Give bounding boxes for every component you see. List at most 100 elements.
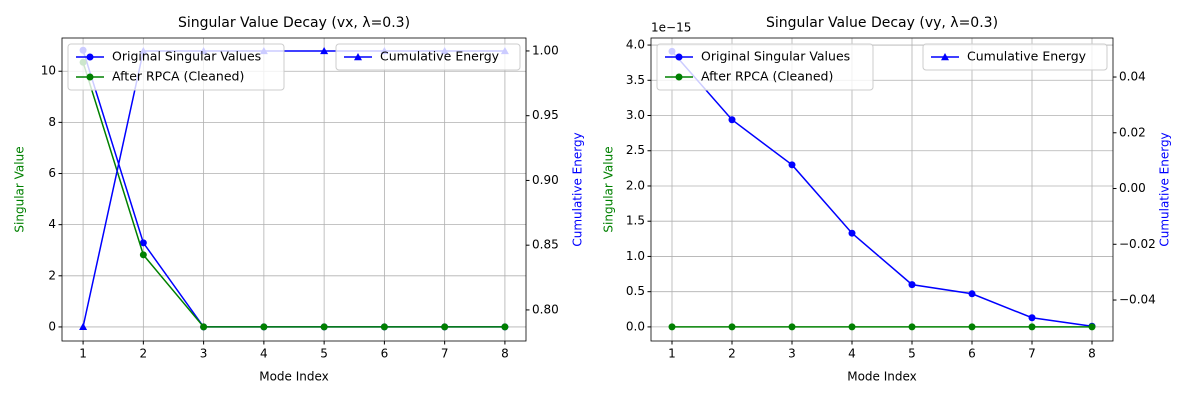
marker [908,323,916,331]
marker [139,239,147,247]
legend-label: After RPCA (Cleaned) [112,69,244,84]
marker [908,281,916,289]
chart-title: Singular Value Decay (vx, λ=0.3) [178,15,410,31]
marker [848,323,856,331]
marker [441,323,449,331]
marker [728,116,736,124]
legend: Cumulative Energy [335,43,521,71]
axes-frame [650,37,1114,342]
marker [788,161,796,169]
y-axis-label: Singular Value [13,146,27,232]
y-tick-label: 2.0 [626,178,645,192]
x-axis-label: Mode Index [259,370,329,384]
legend-box [67,43,285,91]
marker [380,323,388,331]
marker [501,323,509,331]
legend-box [335,43,521,71]
y-tick-label: 0.5 [626,284,645,298]
y-tick-label: 3.0 [626,108,645,122]
y-tick-label: 1.5 [626,214,645,228]
legend-label: Original Singular Values [701,49,850,64]
y2-tick-label: 0.95 [532,108,559,122]
y2-tick-label: 0.02 [1119,125,1146,139]
x-tick-label: 8 [1088,347,1096,361]
marker [86,53,94,61]
y-tick-label: 4 [48,217,56,231]
series-line [671,50,1093,327]
x-tick-label: 5 [908,347,916,361]
legend: Cumulative Energy [922,43,1108,71]
series-line [82,50,505,328]
y-tick-label: 2 [48,268,56,282]
x-tick-label: 7 [1028,347,1036,361]
y-tick-label: 3.5 [626,73,645,87]
marker [200,323,208,331]
legend-box [656,43,874,91]
x-tick-label: 2 [728,347,736,361]
y2-tick-label: 0.85 [532,238,559,252]
legend: Original Singular Values After RPCA (Clea… [67,43,285,91]
y-tick-label: 1.0 [626,249,645,263]
x-tick-label: 7 [441,347,449,361]
marker [320,46,329,55]
x-tick-label: 4 [848,347,856,361]
marker [848,229,856,237]
marker [139,251,147,259]
marker [86,73,94,81]
marker [354,53,362,61]
marker [260,323,268,331]
marker [1088,323,1096,331]
legend-box [922,43,1108,71]
marker [968,290,976,298]
x-tick-label: 1 [79,347,87,361]
y-axis-label: Singular Value [602,146,616,232]
legend-label: Original Singular Values [112,49,261,64]
y2-tick-label: −0.04 [1119,293,1156,307]
x-tick-label: 6 [968,347,976,361]
y2-tick-label: 1.00 [532,43,559,57]
x-axis-label: Mode Index [847,370,917,384]
series-line [82,62,505,328]
marker [79,322,88,330]
legend-label: Cumulative Energy [380,49,500,64]
y-tick-label: 0.0 [626,319,645,333]
y2-tick-label: 0.80 [532,302,559,316]
legend-label: After RPCA (Cleaned) [701,69,833,84]
marker [1028,314,1036,322]
axes-frame [61,37,527,342]
marker [728,323,736,331]
x-tick-label: 5 [320,347,328,361]
legend-label: Cumulative Energy [967,49,1087,64]
subplot: 1 2 3 4 5 6 7 8 0 2 4 6 8 10 0.80 0.85 0.90 0.95 1.00 Singu… [13,15,585,384]
marker [1028,323,1036,331]
x-tick-label: 2 [140,347,148,361]
y2-tick-label: 0.90 [532,173,559,187]
chart-title: Singular Value Decay (vy, λ=0.3) [766,15,998,31]
marker [941,53,949,61]
marker [675,73,683,81]
y2-tick-label: −0.02 [1119,237,1156,251]
y2-axis-label: Cumulative Energy [1158,132,1172,246]
y-tick-label: 10 [41,64,56,78]
x-tick-label: 4 [260,347,268,361]
series-line [82,50,505,327]
subplot: 1 2 3 4 5 6 7 8 0.0 0.5 1.0 1.5 2.0 2.5 3.0 3.5 4.0 −0.04… [602,15,1172,384]
y2-tick-label: 0.04 [1119,70,1146,84]
legend: Original Singular Values After RPCA (Clea… [656,43,874,91]
x-tick-label: 8 [501,347,509,361]
marker [788,323,796,331]
x-tick-label: 6 [381,347,389,361]
x-tick-label: 1 [668,347,676,361]
marker [668,323,676,331]
y-tick-label: 0 [48,319,56,333]
x-tick-label: 3 [200,347,208,361]
y-tick-label: 2.5 [626,143,645,157]
x-tick-label: 3 [788,347,796,361]
y-offset-text: 1e−15 [651,21,691,35]
marker [320,323,328,331]
y-tick-label: 6 [48,166,56,180]
y2-axis-label: Cumulative Energy [571,132,585,246]
marker [968,323,976,331]
y-tick-label: 8 [48,115,56,129]
